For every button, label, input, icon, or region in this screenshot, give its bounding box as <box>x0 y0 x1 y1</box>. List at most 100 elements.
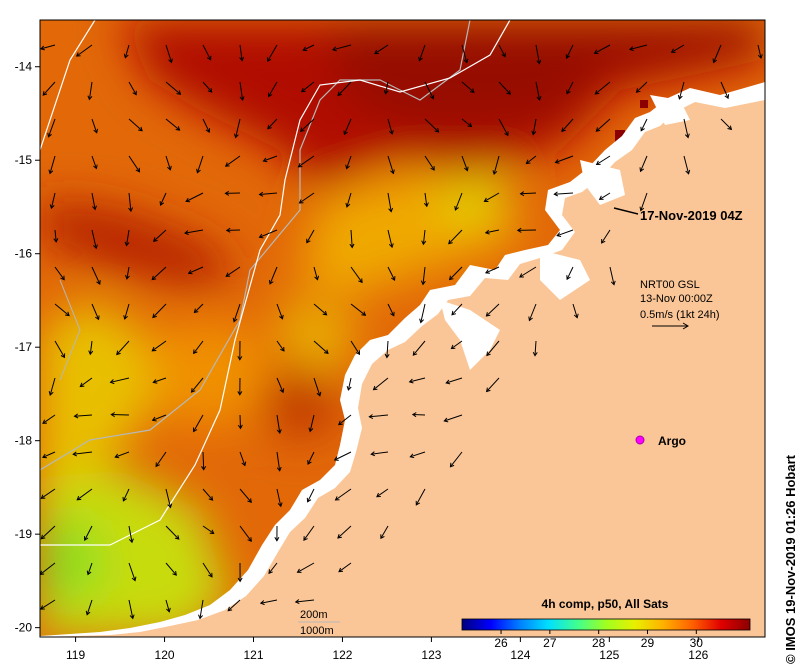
colorbar-tick-label: 27 <box>543 636 557 650</box>
current-arrow-head <box>415 500 421 506</box>
current-arrow-head <box>237 577 243 583</box>
current-arrow-head <box>565 54 571 59</box>
current-arrow-head <box>506 90 511 95</box>
current-arrow <box>76 44 93 57</box>
current-arrow <box>371 451 389 455</box>
current-arrow <box>128 81 137 95</box>
current-arrow <box>461 44 468 63</box>
current-arrow <box>91 118 98 133</box>
current-arrow-head <box>483 197 489 202</box>
current-arrow <box>202 488 213 501</box>
current-arrow-head <box>370 451 376 457</box>
current-arrow <box>410 451 426 458</box>
current-arrow <box>609 266 615 285</box>
current-arrow-head <box>172 571 177 576</box>
current-arrow <box>298 155 315 168</box>
y-tick-label: -18 <box>15 434 33 448</box>
current-arrow-head <box>450 344 456 350</box>
current-arrow-head <box>712 58 718 64</box>
current-arrow-head <box>639 206 645 212</box>
current-arrow <box>91 155 97 169</box>
current-arrow <box>196 155 204 173</box>
current-arrow <box>225 266 241 277</box>
current-arrow-head <box>122 496 127 502</box>
current-arrow <box>160 192 167 206</box>
current-arrow <box>165 155 171 170</box>
current-arrow-head <box>337 534 342 539</box>
current-arrow-head <box>430 165 435 171</box>
current-arrow <box>263 155 278 162</box>
current-arrow <box>532 118 537 135</box>
current-arrow <box>461 155 468 171</box>
current-arrow-head <box>423 202 429 208</box>
current-arrow <box>640 155 648 172</box>
current-arrow <box>337 81 352 96</box>
current-arrow <box>683 155 690 174</box>
current-arrow-head <box>123 53 129 59</box>
current-arrow-head <box>331 46 337 52</box>
current-arrow <box>40 599 56 610</box>
current-arrow-head <box>132 90 137 96</box>
current-arrow <box>124 44 130 58</box>
current-arrow-head <box>573 313 579 319</box>
current-arrow-head <box>198 614 203 620</box>
current-arrow <box>374 44 389 55</box>
current-arrow <box>89 340 93 355</box>
current-arrow-head <box>258 191 264 197</box>
current-arrow-head <box>635 88 641 93</box>
current-arrow-head <box>531 130 537 136</box>
current-arrow-head <box>49 204 55 210</box>
current-arrow-head <box>296 568 302 573</box>
current-arrow-head <box>159 201 165 206</box>
current-arrow-head <box>207 88 213 93</box>
date-label: 17-Nov-2019 04Z <box>640 208 743 223</box>
current-arrow <box>50 192 56 209</box>
current-arrow-head <box>361 311 367 316</box>
y-tick-label: -15 <box>15 153 33 167</box>
colorbar-tick-label: 28 <box>592 636 606 650</box>
current-arrow <box>461 118 472 127</box>
current-arrow-head <box>209 529 215 534</box>
current-arrow <box>566 266 574 280</box>
current-arrow <box>91 192 96 210</box>
current-arrow-head <box>421 240 427 246</box>
sst-field <box>40 20 765 637</box>
current-arrow <box>498 118 509 136</box>
current-arrow-head <box>128 207 134 213</box>
current-arrow-head <box>152 237 158 242</box>
current-arrow-head <box>297 162 303 168</box>
current-arrow-head <box>48 169 54 175</box>
current-arrow-head <box>237 391 243 396</box>
current-arrow-head <box>224 162 230 167</box>
current-arrow <box>493 155 500 175</box>
current-arrow-head <box>566 89 571 95</box>
current-arrow-head <box>368 414 374 420</box>
current-arrow <box>152 414 167 421</box>
current-arrow-head <box>268 92 273 98</box>
x-tick-label: 122 <box>332 648 352 662</box>
current-arrow <box>451 303 463 316</box>
credit-label: © IMOS 19-Nov-2019 01:26 Hobart <box>783 455 798 664</box>
current-arrow-head <box>75 52 81 57</box>
current-arrow-head <box>595 160 601 166</box>
current-arrow <box>128 599 134 619</box>
current-arrow-head <box>86 570 92 576</box>
current-arrow-head <box>390 169 395 175</box>
current-legend: NRT00 GSL 13-Nov 00:00Z 0.5m/s (1kt 24h) <box>640 279 719 330</box>
current-arrow-head <box>376 492 381 498</box>
current-arrow-head <box>114 453 120 459</box>
current-arrow <box>313 377 321 396</box>
current-arrow <box>422 229 426 245</box>
current-arrow-head <box>84 536 89 541</box>
current-arrow <box>346 155 352 169</box>
current-arrow-head <box>485 387 491 393</box>
current-arrow-head <box>338 420 343 426</box>
land <box>40 82 765 637</box>
current-arrow <box>91 266 101 285</box>
colorbar-tick-label: 26 <box>494 636 508 650</box>
current-arrow <box>387 266 396 281</box>
y-tick-label: -16 <box>15 247 33 261</box>
current-arrow-head <box>116 350 121 356</box>
x-tick-label: 123 <box>421 648 441 662</box>
current-arrow <box>185 192 204 202</box>
